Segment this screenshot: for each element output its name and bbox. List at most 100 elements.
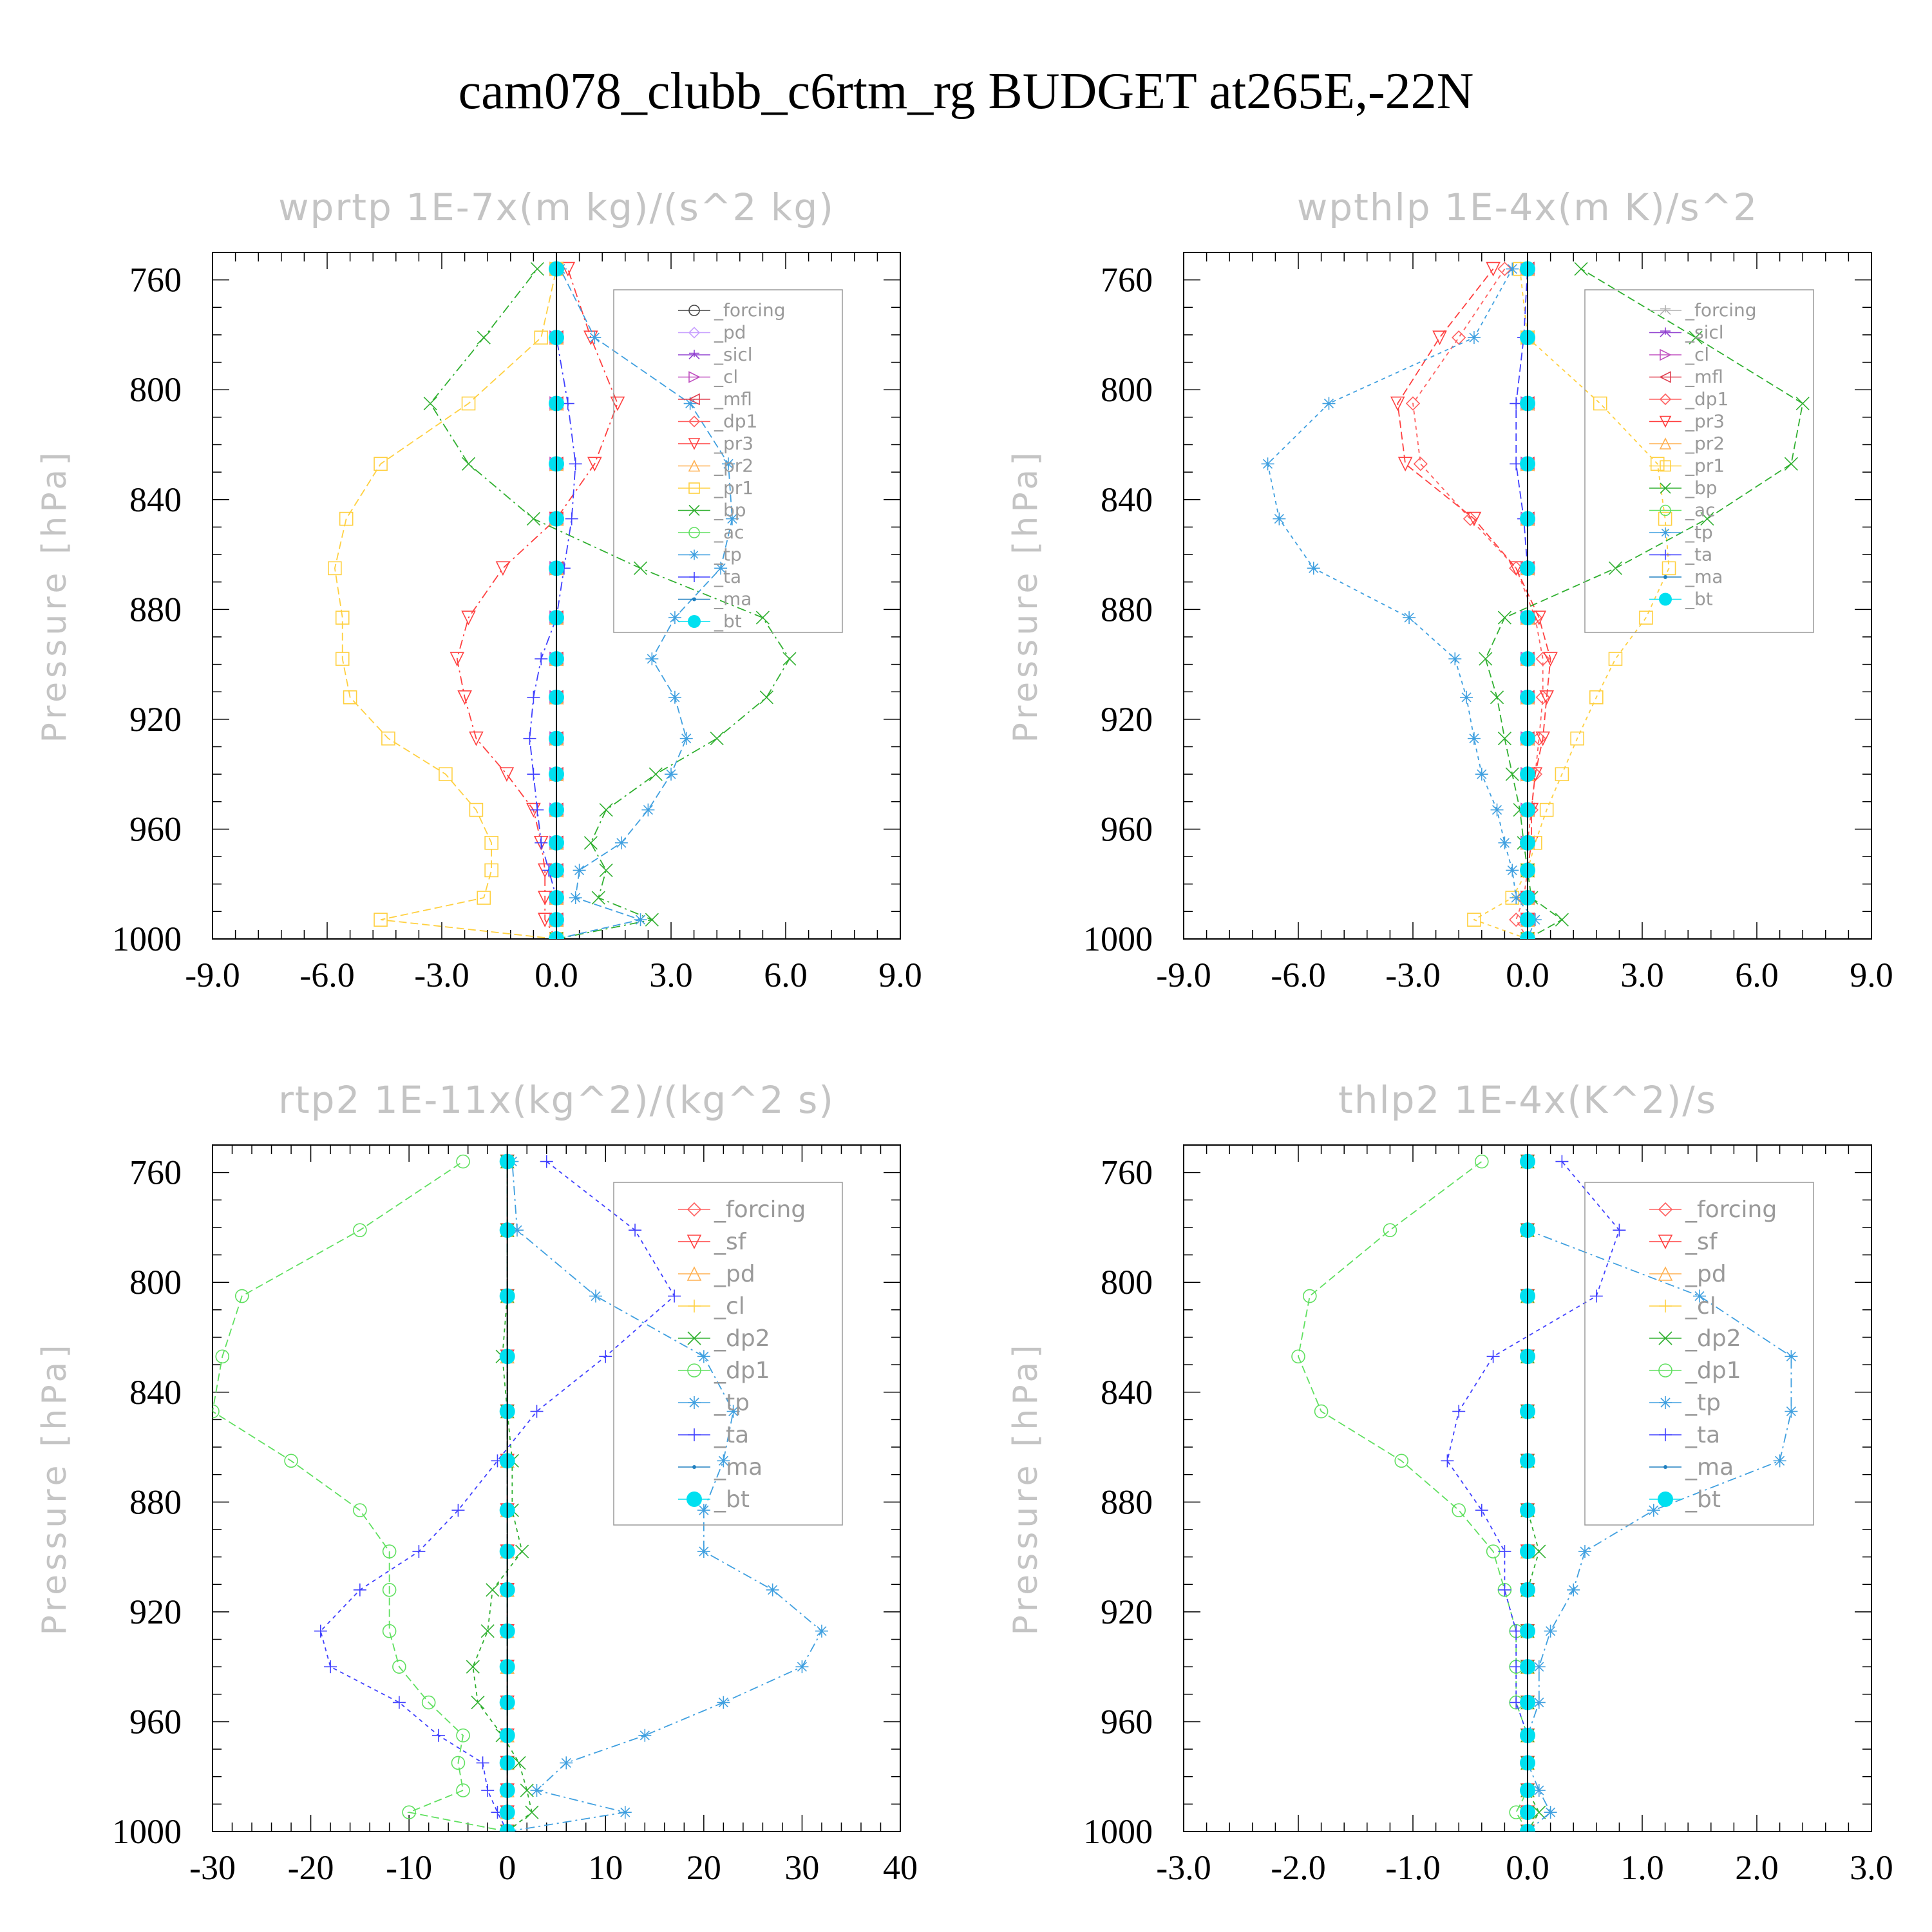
data-point-tp <box>714 562 728 575</box>
y-tick-label: 960 <box>129 1702 182 1741</box>
legend-marker <box>687 1235 702 1249</box>
x-tick-label: 3.0 <box>649 956 693 994</box>
data-point-ta <box>535 836 548 849</box>
legend-label: _pr3 <box>1685 411 1725 432</box>
legend-label: _dp1 <box>1685 1358 1741 1384</box>
data-point-ta <box>412 1545 426 1558</box>
data-point-dp1 <box>392 1660 406 1674</box>
data-point-tp <box>638 1728 652 1742</box>
y-tick-label: 840 <box>129 480 182 519</box>
data-point-pr3 <box>450 652 465 667</box>
series-group <box>1261 252 1810 939</box>
series-line-dp1 <box>1298 1160 1528 1832</box>
data-point-tp <box>1544 1806 1557 1819</box>
y-tick-label: 760 <box>129 1153 182 1192</box>
data-point-pr1 <box>1650 457 1665 471</box>
y-axis-label: Pressure [hPa] <box>35 1341 74 1636</box>
data-point-tp <box>573 864 586 877</box>
data-point-pr1 <box>534 330 549 345</box>
y-tick-label: 800 <box>129 1263 182 1302</box>
data-point-bp <box>1497 611 1511 625</box>
legend-label: _forcing <box>714 299 786 321</box>
data-point-ta <box>530 1405 544 1418</box>
data-point-dp2 <box>512 1756 526 1770</box>
data-point-tp <box>530 1784 544 1797</box>
legend-label: _ac <box>714 522 744 543</box>
legend-label: _pr1 <box>1685 455 1725 477</box>
y-tick-label: 880 <box>129 1482 182 1521</box>
legend-label: _bp <box>714 500 746 521</box>
x-tick-label: -9.0 <box>185 956 240 994</box>
data-point-tp <box>588 331 601 345</box>
legend-marker <box>688 327 701 339</box>
legend-marker <box>1659 1396 1672 1409</box>
x-tick-label: 10 <box>588 1848 623 1887</box>
series-line-tp <box>1267 269 1536 939</box>
data-point-tp <box>717 1696 730 1709</box>
data-point-ta <box>527 690 540 704</box>
panels-container: wprtp 1E-7x(m kg)/(s^2 kg) Pressure [hPa]… <box>35 185 1893 1887</box>
data-point-tp <box>1448 652 1462 666</box>
data-point-bp <box>1479 652 1493 666</box>
x-tick-label: 2.0 <box>1735 1848 1779 1887</box>
data-point-bp <box>1497 732 1511 746</box>
legend-label: _cl <box>714 1293 745 1320</box>
legend-label: _mfl <box>714 388 752 410</box>
legend-label: _sicl <box>714 344 753 365</box>
data-point-tp <box>1506 864 1519 877</box>
data-point-tp <box>1647 1504 1660 1517</box>
data-point-tp <box>668 690 681 704</box>
data-point-pr1 <box>374 913 388 927</box>
data-point-tp <box>560 1756 573 1770</box>
data-point-bp <box>1608 561 1623 575</box>
data-point-ta <box>476 1756 489 1770</box>
x-tick-label: 9.0 <box>878 956 922 994</box>
data-point-tp <box>589 1289 603 1303</box>
data-point-tp <box>1532 1660 1546 1674</box>
x-tick-label: 3.0 <box>1620 956 1664 994</box>
legend-marker <box>688 1396 701 1409</box>
legend-marker <box>688 615 701 628</box>
data-point-bp <box>755 611 770 625</box>
data-point-dp1 <box>1463 511 1478 526</box>
legend-label: _dp2 <box>1685 1325 1741 1352</box>
data-point-tp <box>1403 611 1416 625</box>
legend-label: _dp2 <box>714 1325 770 1352</box>
data-point-bp <box>423 396 437 411</box>
legend-marker <box>687 1331 701 1345</box>
data-point-tp <box>1460 690 1473 704</box>
data-point-pr1 <box>381 731 395 746</box>
legend-marker <box>688 482 700 494</box>
data-point-ta <box>1475 1504 1488 1517</box>
data-point-pr1 <box>1467 913 1481 927</box>
legend-marker <box>688 1300 701 1312</box>
data-point-dp1 <box>353 1503 367 1517</box>
figure-title: cam078_clubb_c6rtm_rg BUDGET at265E,-22N <box>459 63 1474 120</box>
data-point-tp <box>815 1624 828 1638</box>
data-point-tp <box>1322 397 1336 410</box>
data-point-tp <box>665 768 677 781</box>
data-point-ta <box>1555 1155 1569 1168</box>
data-point-tp <box>1490 803 1504 817</box>
legend-marker <box>687 1266 702 1281</box>
y-tick-label: 1000 <box>1083 920 1153 958</box>
data-point-dp1 <box>1314 1404 1329 1419</box>
data-point-bp <box>599 803 613 817</box>
y-tick-label: 760 <box>1101 261 1153 299</box>
data-point-ta <box>1589 1289 1603 1303</box>
data-point-bp <box>759 690 773 705</box>
data-point-ta <box>531 803 544 817</box>
data-point-pr1 <box>1662 561 1676 576</box>
data-point-pr1 <box>461 396 476 411</box>
legend-marker <box>689 572 699 582</box>
data-point-bp <box>477 330 491 345</box>
y-tick-label: 1000 <box>112 920 182 958</box>
legend-marker <box>1658 1363 1672 1378</box>
chart-panel-2: wpthlp 1E-4x(m K)/s^2 Pressure [hPa] 760 80… <box>1007 185 1893 994</box>
data-point-tp <box>1785 1350 1798 1363</box>
legend-marker <box>688 371 701 383</box>
data-point-bp <box>1505 767 1519 781</box>
legend-marker <box>688 1428 701 1441</box>
data-point-pr1 <box>1539 802 1554 817</box>
y-tick-label: 880 <box>1101 1482 1153 1521</box>
